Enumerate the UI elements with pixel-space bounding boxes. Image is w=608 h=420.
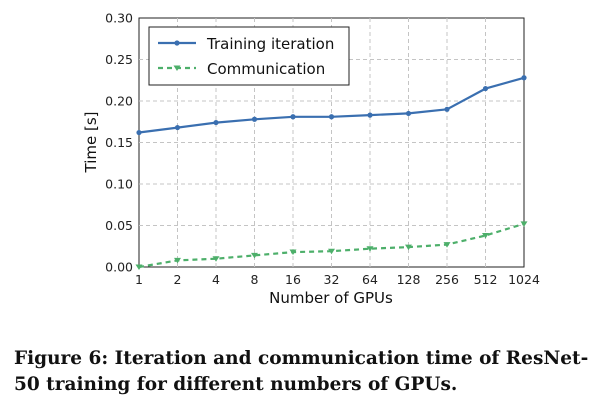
x-tick-label: 512	[474, 272, 498, 287]
data-point-communication	[328, 248, 335, 255]
data-point-communication	[520, 221, 528, 227]
data-point-training-iteration	[174, 124, 181, 131]
x-axis-ticks: 1 2 4 8 16 32 64 128 256 512 1024	[135, 272, 540, 287]
legend-box	[148, 26, 350, 86]
data-point-communication	[405, 244, 412, 251]
data-point-training-iteration	[251, 116, 258, 122]
y-axis-ticks: 0.00 0.05 0.10 0.15 0.20 0.25 0.30	[105, 11, 133, 275]
legend-marker-communication	[173, 65, 181, 71]
x-tick-label: 4	[212, 272, 220, 287]
data-point-communication	[366, 246, 374, 252]
x-tick-label: 16	[285, 272, 301, 287]
data-point-training-iteration	[136, 129, 142, 136]
series-group	[135, 75, 528, 270]
figure-caption: Figure 6: Iteration and communication ti…	[14, 348, 589, 395]
data-point-communication	[174, 257, 181, 264]
legend-label-training: Training iteration	[206, 35, 334, 53]
x-tick-label: 1	[135, 272, 143, 287]
line-chart: 0.000.050.100.150.200.250.30 1 2 4 8 16 32 64 1…	[82, 11, 540, 308]
y-tick-label: 0.05	[105, 218, 133, 233]
y-tick-label: 0.20	[105, 94, 133, 109]
x-tick-label: 8	[251, 272, 259, 287]
data-point-communication	[482, 232, 489, 239]
x-tick-label: 256	[435, 272, 459, 287]
data-point-communication	[135, 264, 143, 270]
data-point-training-iteration	[213, 119, 219, 126]
data-point-training-iteration	[290, 114, 296, 120]
x-axis-label: Number of GPUs	[269, 289, 393, 307]
x-tick-label: 2	[174, 272, 182, 287]
legend: Training iteration Communication	[148, 26, 350, 86]
legend-marker-training	[174, 40, 180, 46]
data-point-training-iteration	[444, 106, 450, 112]
y-tick-label: 0.10	[105, 177, 133, 192]
x-tick-label: 128	[397, 272, 421, 287]
data-point-training-iteration	[367, 112, 373, 118]
data-point-training-iteration	[328, 114, 335, 120]
data-point-communication	[443, 242, 451, 248]
y-axis-label: Time [s]	[82, 112, 100, 174]
data-point-communication	[289, 249, 297, 256]
data-point-communication	[251, 252, 258, 259]
x-tick-label: 64	[362, 272, 378, 287]
data-point-communication	[212, 256, 220, 262]
y-tick-label: 0.30	[105, 11, 133, 26]
data-point-training-iteration	[521, 75, 527, 81]
x-tick-label: 32	[324, 272, 340, 287]
y-tick-label: 0.25	[105, 52, 133, 67]
y-tick-label: 0.15	[105, 135, 133, 150]
y-tick-label: 0.00	[105, 260, 133, 275]
x-tick-label: 1024	[508, 272, 540, 287]
legend-label-communication: Communication	[207, 60, 325, 78]
data-point-training-iteration	[482, 85, 489, 92]
data-point-training-iteration	[405, 110, 412, 117]
